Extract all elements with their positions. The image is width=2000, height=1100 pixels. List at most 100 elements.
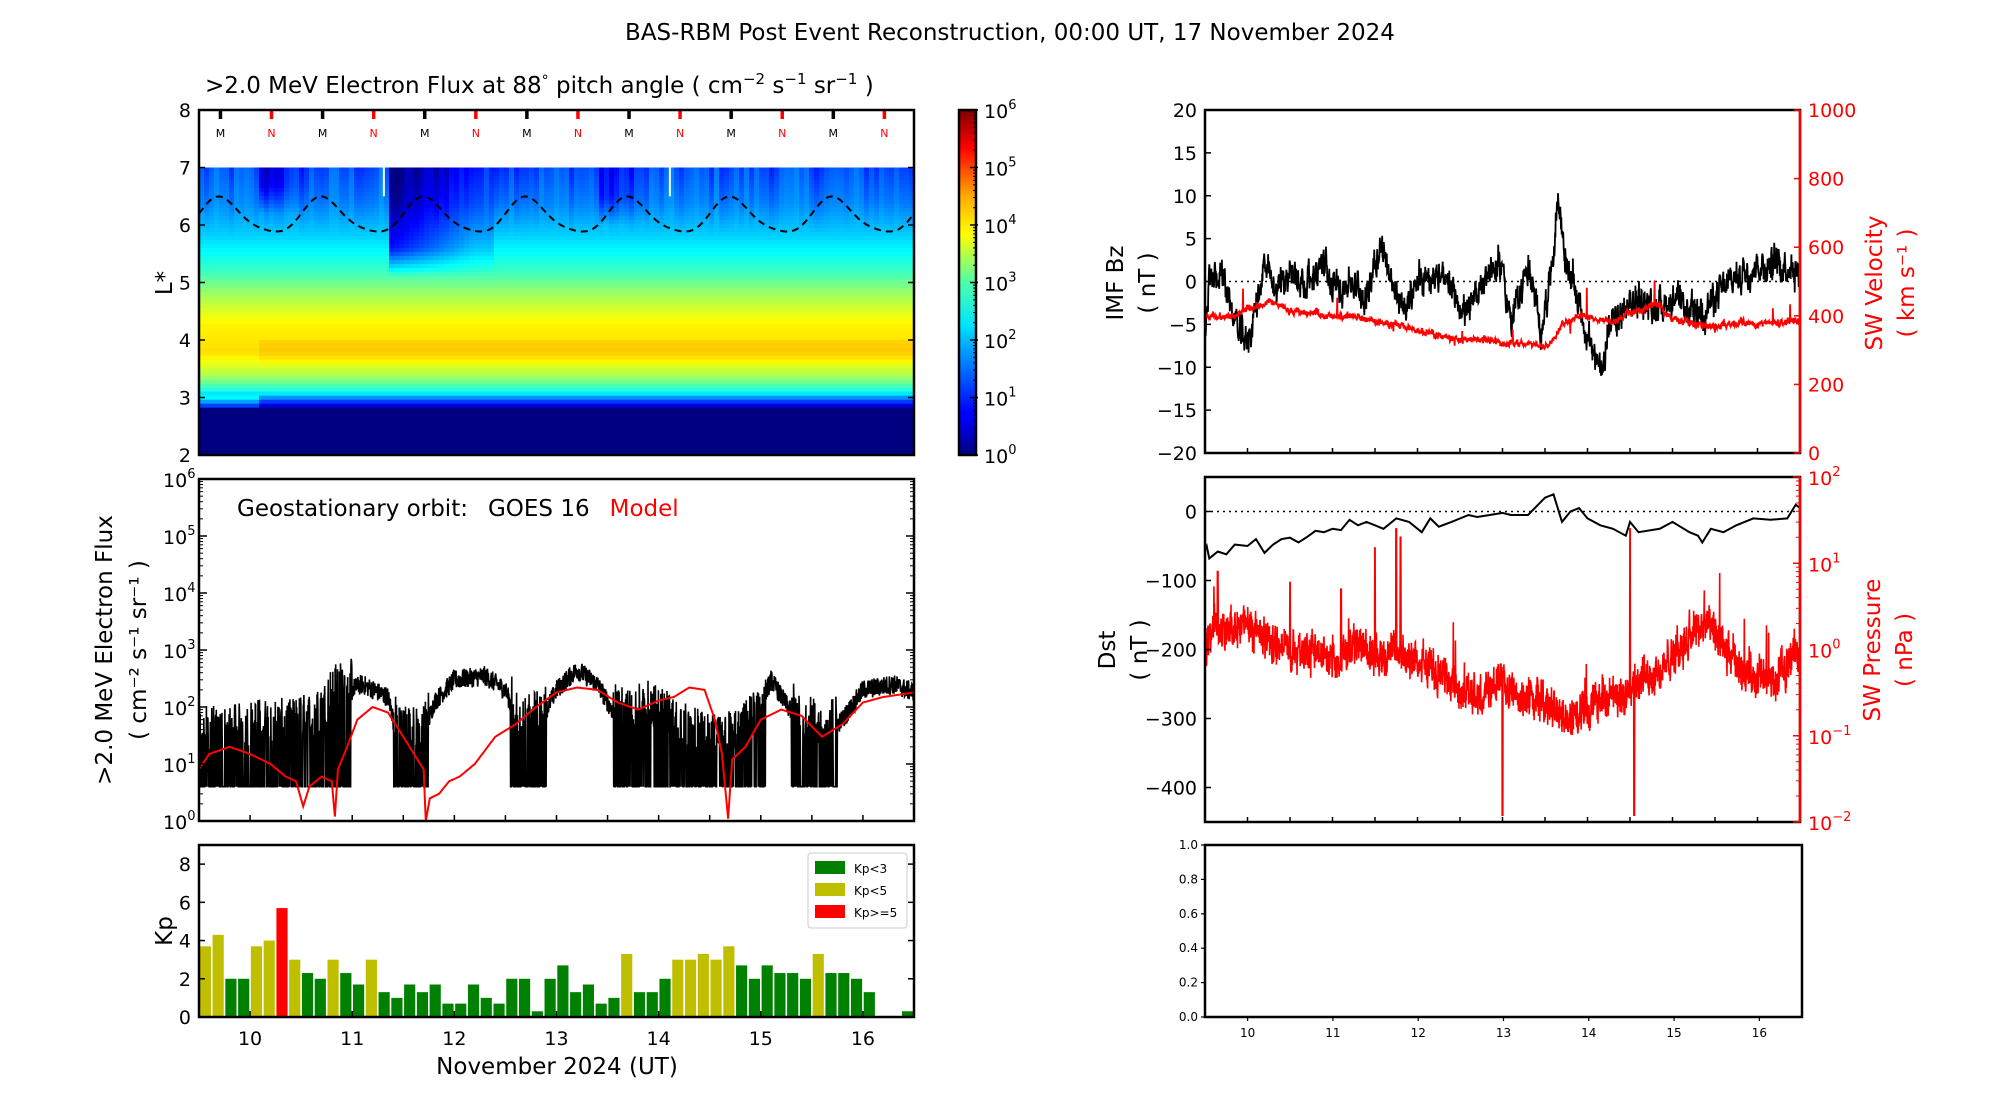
heatmap-cell bbox=[479, 243, 485, 248]
heatmap-cell bbox=[334, 439, 340, 444]
heatmap-cell bbox=[199, 363, 205, 368]
heatmap-cell bbox=[484, 419, 490, 424]
heatmap-cell bbox=[449, 335, 455, 340]
heatmap-cell bbox=[439, 419, 445, 424]
heatmap-cell bbox=[219, 371, 225, 376]
heatmap-cell bbox=[214, 407, 220, 412]
heatmap-cell bbox=[479, 259, 485, 264]
heatmap-cell bbox=[214, 211, 220, 217]
heatmap-cell bbox=[319, 371, 325, 376]
heatmap-cell bbox=[319, 391, 325, 396]
heatmap-cell bbox=[199, 295, 205, 300]
heatmap-cell bbox=[509, 207, 515, 213]
heatmap-cell bbox=[434, 399, 440, 404]
heatmap-cell bbox=[324, 219, 330, 224]
heatmap-cell bbox=[459, 343, 465, 348]
heatmap-cell bbox=[524, 367, 530, 372]
heatmap-cell bbox=[404, 291, 410, 296]
heatmap-cell bbox=[334, 223, 340, 228]
heatmap-cell bbox=[354, 319, 360, 324]
heatmap-cell bbox=[239, 335, 245, 340]
heatmap-cell bbox=[319, 215, 325, 221]
heatmap-cell bbox=[304, 423, 310, 428]
heatmap-cell bbox=[279, 283, 285, 288]
heatmap-cell bbox=[234, 203, 240, 209]
heatmap-cell bbox=[344, 359, 350, 364]
heatmap-cell bbox=[339, 247, 345, 252]
heatmap-cell bbox=[319, 447, 325, 452]
heatmap-cell bbox=[544, 387, 550, 392]
heatmap-cell bbox=[489, 319, 495, 324]
heatmap-cell bbox=[424, 331, 430, 336]
heatmap-cell bbox=[364, 259, 370, 264]
heatmap-cell bbox=[304, 387, 310, 392]
heatmap-cell bbox=[339, 223, 345, 228]
heatmap-cell bbox=[479, 451, 485, 455]
heatmap-cell bbox=[499, 227, 505, 232]
heatmap-cell bbox=[319, 319, 325, 324]
heatmap-cell bbox=[459, 311, 465, 316]
figure-title: BAS-RBM Post Event Reconstruction, 00:00… bbox=[625, 20, 1395, 46]
heatmap-cell bbox=[479, 303, 485, 308]
heatmap-cell bbox=[519, 355, 525, 360]
heatmap-cell bbox=[479, 299, 485, 304]
heatmap-cell bbox=[274, 211, 280, 217]
heatmap-cell bbox=[219, 183, 225, 189]
heatmap-cell bbox=[299, 219, 305, 224]
heatmap-cell bbox=[409, 399, 415, 404]
heatmap-cell bbox=[209, 363, 215, 368]
heatmap-cell bbox=[344, 439, 350, 444]
heatmap-cell bbox=[459, 387, 465, 392]
heatmap-cell bbox=[399, 383, 405, 388]
heatmap-cell bbox=[384, 275, 390, 280]
heatmap-cell bbox=[234, 175, 240, 181]
heatmap-cell bbox=[204, 419, 210, 424]
heatmap-cell bbox=[449, 295, 455, 300]
heatmap-cell bbox=[339, 239, 345, 244]
heatmap-cell bbox=[379, 219, 385, 224]
heatmap-cell bbox=[419, 263, 425, 268]
heatmap-cell bbox=[394, 227, 400, 232]
heatmap-cell bbox=[379, 295, 385, 300]
heatmap-cell bbox=[439, 407, 445, 412]
heatmap-cell bbox=[229, 175, 235, 181]
heatmap-cell bbox=[454, 283, 460, 288]
heatmap-cell bbox=[539, 395, 545, 400]
heatmap-cell bbox=[264, 387, 270, 392]
heatmap-cell bbox=[274, 199, 280, 205]
heatmap-cell bbox=[509, 219, 515, 224]
heatmap-cell bbox=[299, 187, 305, 193]
heatmap-cell bbox=[469, 335, 475, 340]
heatmap-cell bbox=[269, 255, 275, 260]
heatmap-cell bbox=[199, 427, 205, 432]
heatmap-cell bbox=[334, 191, 340, 197]
heatmap-cell bbox=[509, 227, 515, 232]
heatmap-cell bbox=[219, 419, 225, 424]
heatmap-cell bbox=[224, 195, 230, 201]
heatmap-cell bbox=[529, 247, 535, 252]
heatmap-cell bbox=[334, 255, 340, 260]
heatmap-cell bbox=[219, 299, 225, 304]
heatmap-cell bbox=[519, 407, 525, 412]
heatmap-cell bbox=[234, 403, 240, 408]
heatmap-cell bbox=[459, 315, 465, 320]
heatmap-cell bbox=[314, 243, 320, 248]
heatmap-cell bbox=[334, 299, 340, 304]
heatmap-cell bbox=[449, 395, 455, 400]
heatmap-cell bbox=[269, 399, 275, 404]
heatmap-cell bbox=[284, 223, 290, 228]
heatmap-cell bbox=[354, 203, 360, 209]
heatmap-cell bbox=[439, 311, 445, 316]
heatmap-cell bbox=[424, 167, 430, 173]
heatmap-cell bbox=[229, 215, 235, 221]
heatmap-cell bbox=[304, 415, 310, 420]
heatmap-cell bbox=[454, 267, 460, 272]
heatmap-cell bbox=[464, 247, 470, 252]
heatmap-cell bbox=[244, 427, 250, 432]
heatmap-cell bbox=[509, 215, 515, 221]
heatmap-cell bbox=[474, 251, 480, 256]
heatmap-cell bbox=[439, 303, 445, 308]
heatmap-cell bbox=[274, 303, 280, 308]
heatmap-cell bbox=[269, 383, 275, 388]
heatmap-cell bbox=[419, 307, 425, 312]
